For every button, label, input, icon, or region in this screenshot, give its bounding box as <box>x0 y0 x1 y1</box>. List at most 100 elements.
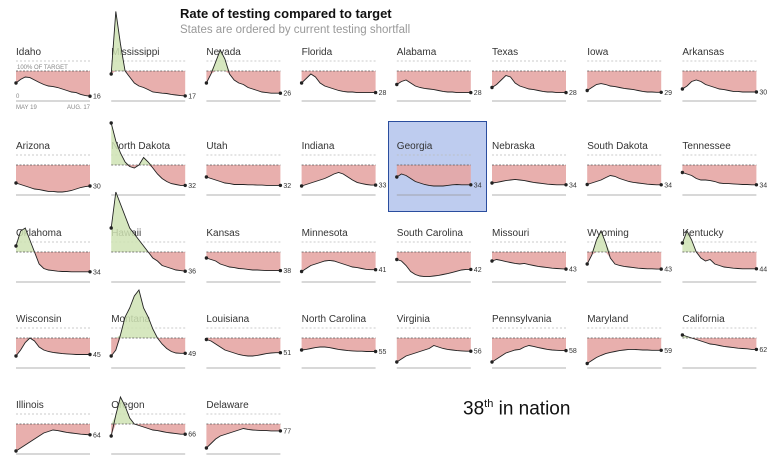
series-line-indiana <box>301 172 376 187</box>
state-label-tennessee: Tennessee <box>682 141 731 152</box>
above-target-area <box>111 123 186 165</box>
x-end-label: AUG. 17 <box>67 105 91 111</box>
state-label-arkansas: Arkansas <box>682 47 724 58</box>
end-value-label: 62 <box>759 347 767 354</box>
panel-kansas: Kansas 38 <box>204 228 291 283</box>
series-line-minnesota <box>301 259 376 272</box>
end-value-label: 41 <box>379 267 387 274</box>
series-line-maryland <box>586 348 662 364</box>
start-point <box>585 182 589 187</box>
series-line-oklahoma <box>15 227 90 273</box>
end-value-label: 34 <box>664 182 672 189</box>
end-value-label: 38 <box>283 268 291 275</box>
state-label-mississippi: Mississippi <box>111 47 159 58</box>
series-line-kentucky <box>681 229 757 270</box>
shortfall-area <box>587 165 662 185</box>
start-point <box>14 354 18 358</box>
shortfall-area <box>396 71 471 93</box>
state-label-iowa: Iowa <box>587 47 609 58</box>
start-point <box>395 257 399 262</box>
end-point <box>469 267 473 272</box>
shortfall-area <box>16 165 90 192</box>
panel-wyoming: Wyoming 43 <box>585 228 672 283</box>
state-label-oregon: Oregon <box>111 400 144 411</box>
shortfall-area <box>206 252 281 271</box>
state-label-illinois: Illinois <box>16 400 44 411</box>
shortfall-area <box>682 338 757 350</box>
shortfall-area <box>492 71 566 93</box>
state-label-idaho: Idaho <box>16 47 41 58</box>
panel-alabama: Alabama 28 <box>395 47 482 102</box>
shortfall-area <box>682 165 757 185</box>
state-label-wisconsin: Wisconsin <box>16 314 62 325</box>
series-line-north-carolina <box>301 346 376 352</box>
panel-south-dakota: South Dakota 34 <box>585 141 672 196</box>
above-target-area <box>587 231 662 252</box>
end-point <box>278 429 283 433</box>
series-line-nebraska <box>491 178 566 186</box>
end-point <box>373 349 378 354</box>
series-line-kansas <box>206 257 281 272</box>
shortfall-area <box>111 71 186 96</box>
end-point <box>88 433 92 437</box>
end-value-label: 58 <box>569 348 577 355</box>
series-line-florida <box>301 73 376 94</box>
above-target-area <box>682 335 757 338</box>
end-point <box>373 268 378 272</box>
state-label-nebraska: Nebraska <box>492 141 535 152</box>
start-point <box>585 361 589 366</box>
start-point <box>204 175 209 179</box>
end-value-label: 43 <box>664 267 672 274</box>
end-point <box>278 351 283 355</box>
end-value-label: 55 <box>379 349 387 356</box>
shortfall-area <box>301 165 376 186</box>
panel-oklahoma: Oklahoma 34 <box>14 227 101 283</box>
end-value-label: 36 <box>188 269 196 276</box>
above-target-area <box>16 228 90 252</box>
end-value-label: 43 <box>569 267 577 274</box>
end-point <box>754 347 759 352</box>
start-point <box>490 360 494 364</box>
above-target-area <box>111 397 186 424</box>
series-line-south-dakota <box>587 175 662 186</box>
state-label-georgia: Georgia <box>397 141 433 152</box>
panel-texas: Texas 28 <box>490 47 577 102</box>
above-target-area <box>111 290 186 338</box>
end-point <box>373 183 378 187</box>
end-value-label: 59 <box>664 348 672 355</box>
end-value-label: 49 <box>188 351 196 358</box>
series-line-south-carolina <box>396 259 471 278</box>
end-point <box>659 90 663 95</box>
start-point <box>395 360 399 364</box>
start-point <box>395 175 399 179</box>
end-value-label: 29 <box>664 90 672 97</box>
end-value-label: 32 <box>188 183 196 190</box>
shortfall-area <box>111 252 186 272</box>
panel-north-carolina: North Carolina 55 <box>299 314 387 369</box>
series-line-montana <box>110 288 186 357</box>
panel-maryland: Maryland 59 <box>585 314 672 369</box>
panel-tennessee: Tennessee 34 <box>680 141 767 196</box>
start-point <box>395 82 399 87</box>
start-point <box>680 87 685 91</box>
shortfall-area <box>16 424 90 451</box>
chart-subtitle: States are ordered by current testing sh… <box>180 24 411 36</box>
end-point <box>373 90 378 95</box>
axis-start-label: 0 <box>16 94 20 100</box>
end-point <box>469 349 473 353</box>
panel-pennsylvania: Pennsylvania 58 <box>490 314 577 369</box>
shortfall-area <box>16 252 90 272</box>
series-line-north-dakota <box>110 122 186 186</box>
state-label-california: California <box>682 314 725 325</box>
state-label-texas: Texas <box>492 47 518 58</box>
start-point <box>14 181 18 185</box>
end-value-label: 34 <box>569 182 577 189</box>
panel-oregon: Oregon 66 <box>109 395 196 455</box>
above-target-area <box>682 231 757 252</box>
series-line-missouri <box>491 259 567 270</box>
state-label-oklahoma: Oklahoma <box>16 228 62 239</box>
above-target-area <box>111 192 186 252</box>
shortfall-area <box>682 252 757 269</box>
panel-montana: Montana49 <box>109 288 196 369</box>
